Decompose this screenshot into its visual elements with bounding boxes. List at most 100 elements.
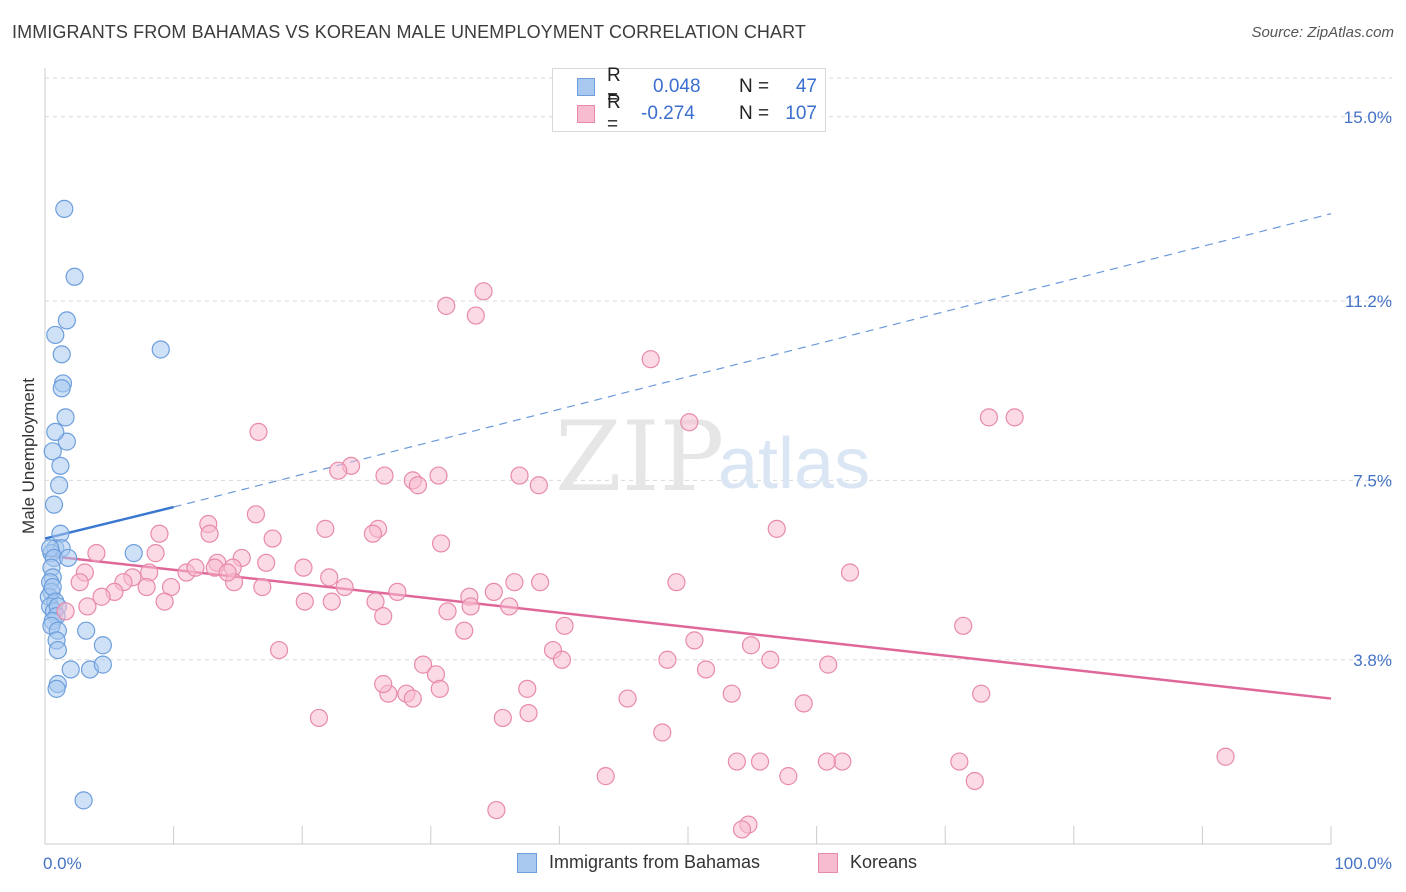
data-point: [431, 534, 451, 553]
legend-swatch-bahamas: [577, 78, 595, 96]
data-point: [124, 544, 143, 563]
data-point: [430, 679, 449, 698]
data-point: [57, 311, 76, 330]
data-point: [819, 655, 838, 674]
data-point: [48, 640, 67, 660]
data-point: [741, 636, 761, 655]
series-0: [39, 199, 170, 810]
data-point: [1005, 408, 1024, 427]
bottom-legend-swatch-koreans: [818, 852, 838, 873]
data-point: [200, 524, 219, 543]
y-tick-label: 11.2%: [1345, 292, 1392, 311]
watermark-zip: ZIP: [555, 401, 724, 513]
legend-row-bahamas: R = 0.048 N = 47: [577, 65, 817, 108]
data-point: [641, 350, 660, 369]
data-point: [366, 592, 385, 611]
data-point: [429, 466, 448, 485]
data-point: [46, 325, 65, 345]
data-point: [44, 495, 64, 514]
watermark: ZIP atlas: [555, 401, 870, 513]
data-point: [295, 592, 314, 611]
data-point: [413, 655, 433, 674]
data-point: [680, 413, 699, 432]
data-point: [658, 650, 677, 669]
legend-row-koreans: R = -0.274 N = 107: [577, 92, 817, 135]
legend-swatch-koreans: [577, 105, 595, 123]
data-point: [388, 582, 407, 601]
data-point: [833, 752, 852, 771]
data-point: [87, 544, 106, 563]
data-point: [979, 408, 999, 427]
legend-r-value: -0.274: [641, 103, 695, 124]
data-point: [137, 577, 156, 597]
data-point: [474, 282, 493, 301]
data-point: [408, 476, 428, 495]
data-point: [552, 650, 572, 669]
data-point: [374, 674, 393, 694]
data-point: [322, 592, 341, 611]
legend-n-value: 47: [795, 76, 817, 97]
data-point: [972, 684, 991, 703]
source-label: Source: ZipAtlas.com: [1251, 24, 1394, 41]
data-point: [732, 820, 752, 839]
data-point: [150, 524, 169, 543]
data-point: [186, 558, 205, 577]
data-point: [761, 650, 780, 669]
bottom-legend-swatch-bahamas: [517, 852, 537, 873]
data-point: [750, 752, 770, 771]
data-point: [77, 621, 96, 640]
data-point: [253, 577, 272, 597]
data-point: [374, 607, 393, 626]
legend-n-label: N =: [739, 103, 770, 124]
data-point: [46, 422, 65, 442]
y-tick-label: 15.0%: [1344, 108, 1392, 127]
tick-labels: 3.8% 7.5% 11.2% 15.0% 0.0% 100.0%: [43, 108, 1392, 873]
data-point: [779, 767, 798, 786]
data-point: [218, 563, 237, 582]
data-point: [92, 587, 111, 606]
data-point: [505, 573, 524, 592]
data-point: [466, 306, 485, 325]
chart-title: IMMIGRANTS FROM BAHAMAS VS KOREAN MALE U…: [12, 22, 807, 42]
data-point: [493, 708, 512, 728]
data-point: [696, 660, 716, 679]
watermark-atlas: atlas: [718, 424, 870, 504]
data-point: [455, 621, 474, 640]
data-point: [487, 800, 506, 820]
data-point: [51, 456, 70, 475]
data-point: [518, 679, 537, 698]
data-point: [403, 689, 422, 708]
data-point: [263, 529, 282, 548]
data-point: [529, 476, 548, 495]
data-point: [555, 616, 574, 635]
data-point: [510, 466, 529, 485]
bottom-legend-bahamas: Immigrants from Bahamas: [517, 852, 760, 873]
data-point: [375, 466, 394, 485]
data-point: [151, 340, 170, 359]
bottom-legend-label-bahamas: Immigrants from Bahamas: [549, 852, 761, 872]
data-point: [269, 640, 289, 660]
data-point: [93, 655, 112, 674]
correlation-legend: R = 0.048 N = 47 R = -0.274 N = 107: [552, 65, 826, 135]
data-point: [74, 791, 93, 810]
data-point: [70, 573, 89, 592]
data-point: [257, 553, 276, 572]
y-tick-label: 7.5%: [1353, 471, 1392, 490]
data-point: [667, 573, 686, 592]
data-point: [335, 577, 354, 597]
data-point: [57, 432, 76, 451]
data-point: [309, 708, 329, 728]
data-point: [316, 519, 335, 538]
data-point: [55, 199, 74, 218]
data-point: [954, 616, 973, 635]
data-point: [155, 592, 174, 611]
data-point: [246, 505, 266, 524]
data-point: [78, 597, 97, 616]
data-point: [794, 694, 813, 713]
data-point: [531, 573, 550, 592]
data-point: [59, 548, 78, 568]
data-point: [363, 524, 383, 543]
data-point: [47, 679, 66, 698]
legend-n-value: 107: [785, 103, 817, 124]
